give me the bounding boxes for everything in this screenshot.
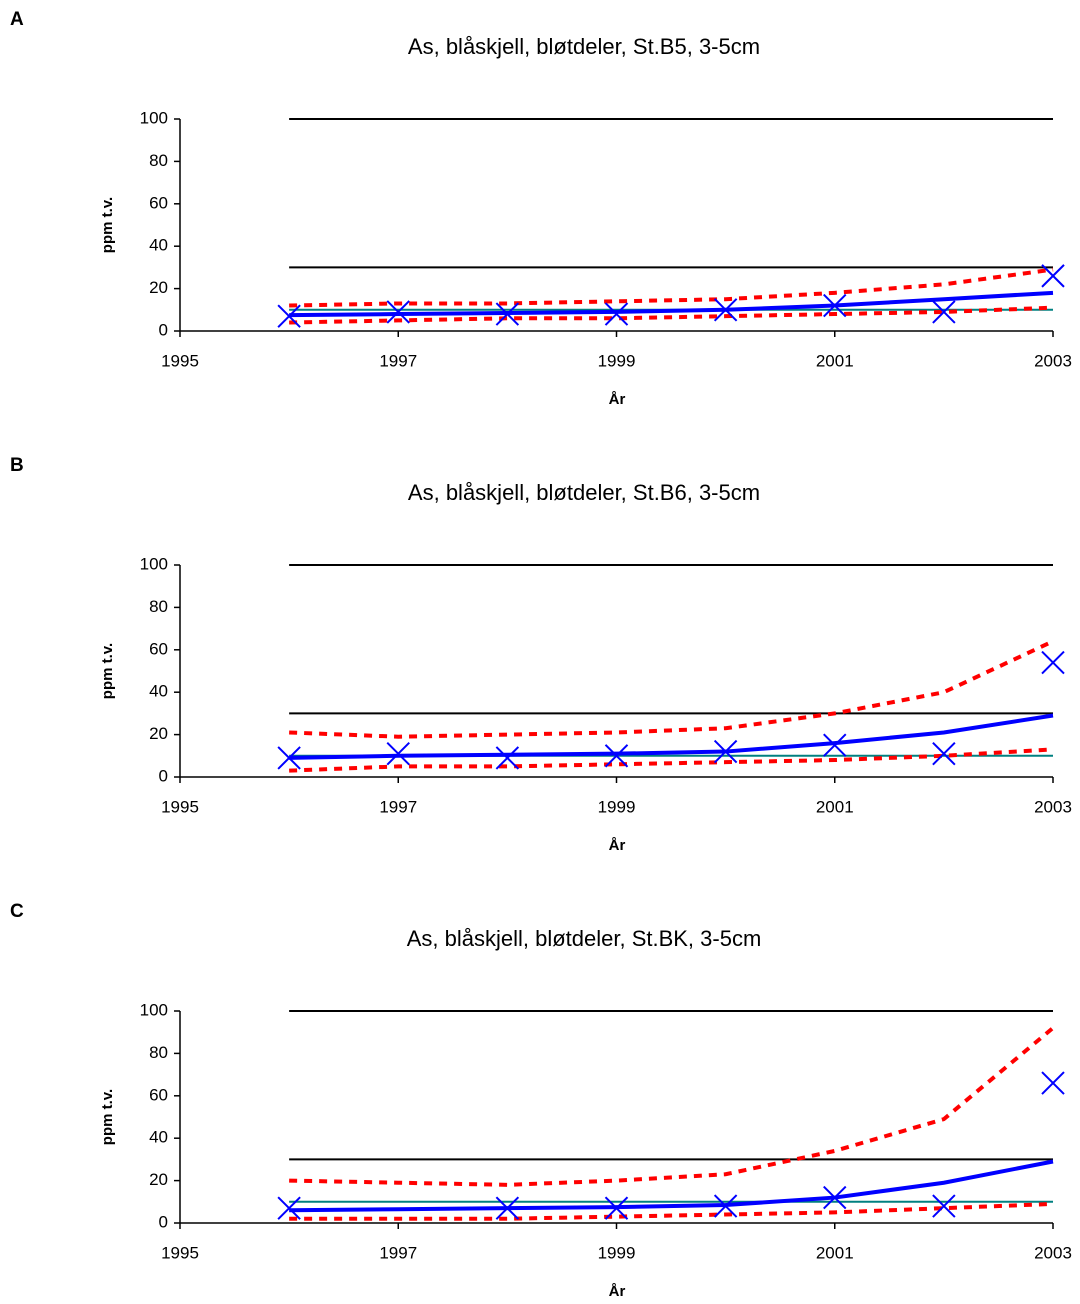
- data-point: [1041, 650, 1065, 675]
- chart-title: As, blåskjell, bløtdeler, St.B6, 3-5cm: [408, 480, 760, 505]
- y-tick-label: 40: [149, 236, 168, 255]
- y-tick-label: 100: [140, 1000, 168, 1019]
- data-point: [823, 293, 847, 318]
- data-point: [604, 744, 629, 768]
- series-line: [289, 305, 1054, 325]
- y-tick-label: 80: [149, 597, 168, 616]
- y-axis-title: ppm t.v.: [99, 1089, 116, 1145]
- data-point: [277, 1196, 301, 1220]
- x-axis-title: År: [609, 1283, 626, 1300]
- y-tick-label: 100: [140, 108, 168, 127]
- y-tick-label: 80: [149, 151, 168, 170]
- x-tick-label: 1997: [379, 797, 417, 816]
- y-tick-label: 100: [140, 554, 168, 573]
- y-tick-label: 40: [149, 682, 168, 701]
- data-point: [495, 746, 520, 770]
- y-tick-label: 0: [159, 320, 168, 339]
- x-tick-label: 2003: [1034, 351, 1072, 370]
- x-tick-label: 1995: [161, 1243, 199, 1262]
- y-axis-title: ppm t.v.: [99, 197, 116, 253]
- y-tick-label: 20: [149, 1170, 168, 1189]
- series-line: [289, 1159, 1054, 1213]
- y-axis-title: ppm t.v.: [99, 643, 116, 699]
- x-tick-label: 1997: [379, 351, 417, 370]
- data-point: [823, 733, 847, 757]
- y-tick-label: 0: [159, 1212, 168, 1231]
- data-point: [386, 300, 410, 324]
- x-axis-title: År: [609, 391, 626, 408]
- data-point: [1041, 1071, 1065, 1095]
- x-tick-label: 2001: [816, 351, 854, 370]
- x-tick-label: 1995: [161, 797, 199, 816]
- data-point: [604, 302, 629, 326]
- data-point: [495, 302, 520, 326]
- panel-label: C: [10, 901, 24, 922]
- data-point: [823, 1185, 847, 1210]
- series-line: [289, 1026, 1055, 1187]
- data-point: [713, 1194, 738, 1218]
- x-tick-label: 2001: [816, 1243, 854, 1262]
- y-tick-label: 80: [149, 1043, 168, 1062]
- y-tick-label: 20: [149, 278, 168, 297]
- series-line: [289, 639, 1054, 739]
- y-tick-label: 60: [149, 639, 168, 658]
- chart-title: As, blåskjell, bløtdeler, St.B5, 3-5cm: [408, 34, 760, 59]
- chart-title: As, blåskjell, bløtdeler, St.BK, 3-5cm: [407, 926, 762, 951]
- data-point: [932, 300, 956, 324]
- x-tick-label: 1999: [598, 797, 636, 816]
- panel-label: B: [10, 455, 24, 476]
- y-tick-label: 40: [149, 1128, 168, 1147]
- x-tick-label: 2003: [1034, 797, 1072, 816]
- data-point: [932, 1194, 956, 1218]
- data-point: [277, 304, 301, 328]
- x-tick-label: 1995: [161, 351, 199, 370]
- data-point: [713, 298, 738, 322]
- data-point: [604, 1196, 629, 1220]
- y-tick-label: 0: [159, 766, 168, 785]
- data-point: [932, 741, 956, 766]
- y-tick-label: 60: [149, 1085, 168, 1104]
- series-line: [289, 290, 1054, 318]
- panel-label: A: [10, 9, 24, 30]
- x-tick-label: 2003: [1034, 1243, 1072, 1262]
- series-line: [289, 1201, 1054, 1221]
- data-point: [495, 1196, 520, 1220]
- y-tick-label: 20: [149, 724, 168, 743]
- x-axis-title: År: [609, 837, 626, 854]
- series-line: [289, 713, 1054, 760]
- data-point: [277, 746, 301, 770]
- data-point: [713, 739, 738, 764]
- y-tick-label: 60: [149, 193, 168, 212]
- data-point: [386, 741, 410, 766]
- x-tick-label: 1997: [379, 1243, 417, 1262]
- x-tick-label: 2001: [816, 797, 854, 816]
- data-point: [1041, 264, 1065, 288]
- x-tick-label: 1999: [598, 351, 636, 370]
- x-tick-label: 1999: [598, 1243, 636, 1262]
- series-line: [289, 267, 1054, 308]
- series-line: [289, 747, 1054, 773]
